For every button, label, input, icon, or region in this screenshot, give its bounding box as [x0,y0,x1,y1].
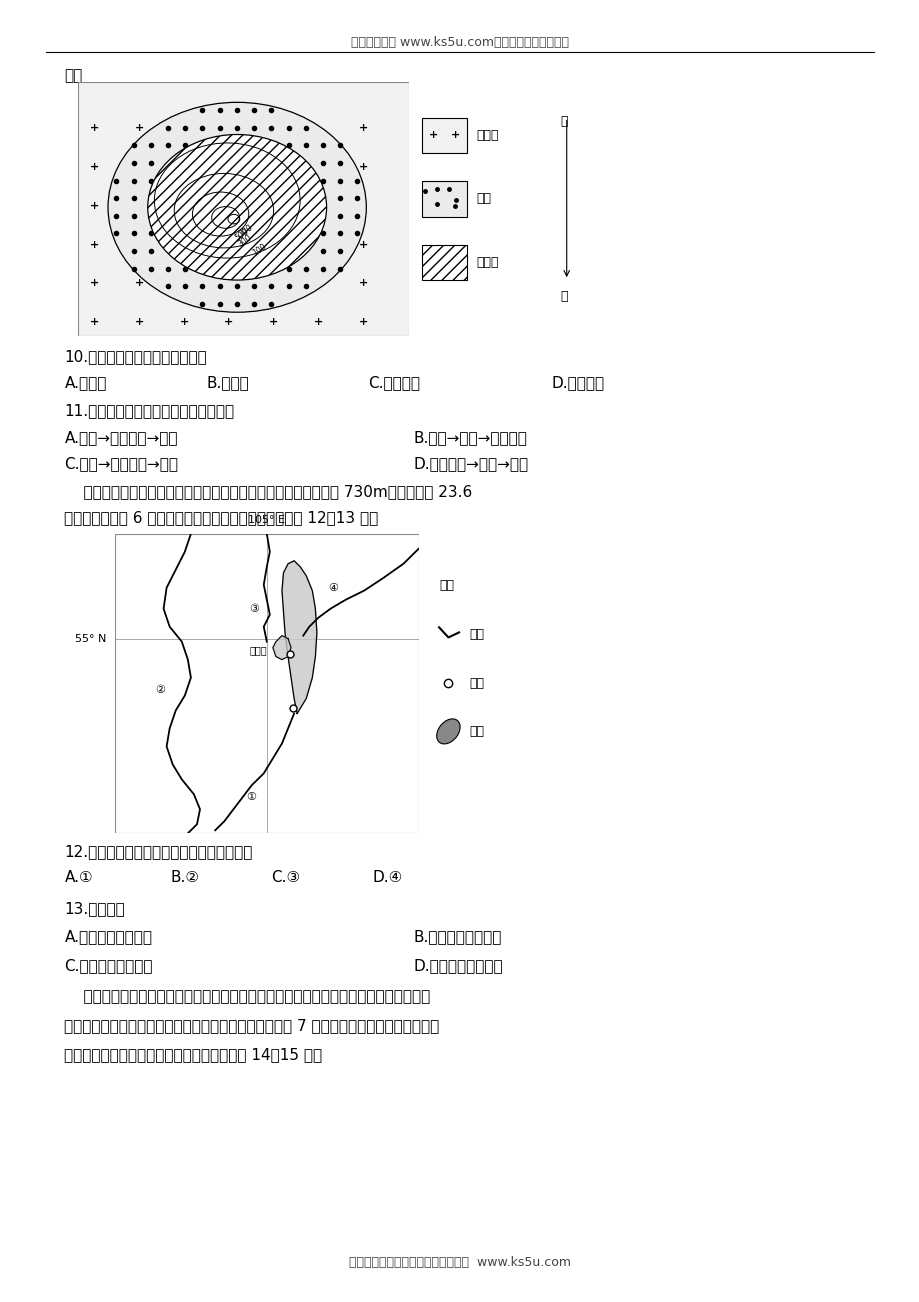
Text: C.沉积→岩浆侵入→侵蚀: C.沉积→岩浆侵入→侵蚀 [64,456,178,471]
Text: +: + [135,318,144,327]
Text: 石灰屹: 石灰屹 [476,255,498,268]
Text: 厄尔尼诺现象是指赤道附近太平洋中东部洋面温度异常升高，使得太平洋赤道大范围内: 厄尔尼诺现象是指赤道附近太平洋中东部洋面温度异常升高，使得太平洋赤道大范围内 [64,990,430,1005]
Text: +: + [313,318,323,327]
Text: C.向斜盆地: C.向斜盆地 [368,375,420,391]
Text: A.背斜山: A.背斜山 [64,375,107,391]
Text: +: + [358,318,368,327]
Text: 高考资源网（ www.ks5u.com），您身边的高考专家: 高考资源网（ www.ks5u.com），您身边的高考专家 [351,36,568,49]
Text: A.侵蚀→岩浆侵入→沉积: A.侵蚀→岩浆侵入→沉积 [64,430,177,445]
Text: D.背斜盆地: D.背斜盆地 [551,375,605,391]
Text: 10.图示中心区的地质地貌类型为: 10.图示中心区的地质地貌类型为 [64,349,207,365]
Text: 12.在四条河流中，由贝加尔湖补给的河流是: 12.在四条河流中，由贝加尔湖补给的河流是 [64,844,253,859]
Text: 老: 老 [560,290,567,303]
Ellipse shape [437,719,460,743]
Polygon shape [282,561,316,713]
Text: 105° E: 105° E [248,514,285,525]
Text: +: + [358,279,368,289]
Text: 砂屹: 砂屹 [476,193,491,206]
Bar [421,117,467,154]
Text: 三角洲: 三角洲 [249,646,267,656]
Text: +: + [90,122,99,133]
Text: 新: 新 [560,115,567,128]
Text: 湖泊: 湖泊 [470,725,484,738]
Text: +: + [428,130,437,141]
Text: 万亿立方米。图 6 为贝加尔湖及其水系示意图。据此完成 12～13 题。: 万亿立方米。图 6 为贝加尔湖及其水系示意图。据此完成 12～13 题。 [64,510,379,526]
Ellipse shape [148,134,326,280]
Text: A.水量丰富，盐度高: A.水量丰富，盐度高 [64,930,153,945]
Text: 图例: 图例 [438,579,454,592]
Text: D.岩浆侵入→侵蚀→沉积: D.岩浆侵入→侵蚀→沉积 [414,456,528,471]
Text: 55° N: 55° N [74,634,106,643]
Text: B.以地下水补给为主: B.以地下水补给为主 [414,930,502,945]
Text: A.①: A.① [64,870,93,885]
Text: C.未参与海陆间循环: C.未参与海陆间循环 [64,958,153,974]
Text: +: + [358,122,368,133]
Text: 700: 700 [237,223,254,238]
Text: 13.贝加尔湖: 13.贝加尔湖 [64,901,125,917]
Text: 海洋和大气相互作用失去平衡而产生的一种气候现象。图 7 为南太平洋赤道附近正常年份和: 海洋和大气相互作用失去平衡而产生的一种气候现象。图 7 为南太平洋赤道附近正常年… [64,1018,439,1034]
Text: ③: ③ [249,604,259,613]
Text: ②: ② [155,685,165,694]
Text: +: + [90,318,99,327]
Text: 城市: 城市 [470,677,484,690]
Text: +: + [450,130,460,141]
Text: +: + [90,201,99,211]
Bar [421,181,467,216]
Text: +: + [224,318,233,327]
Text: 题。: 题。 [64,68,83,83]
Text: 欢迎广大教师踊跃来稿，稿酬丰厚。  www.ks5u.com: 欢迎广大教师踊跃来稿，稿酬丰厚。 www.ks5u.com [348,1256,571,1269]
Text: 100: 100 [251,242,268,258]
Text: +: + [90,161,99,172]
Text: +: + [179,318,188,327]
Text: +: + [358,161,368,172]
Text: +: + [358,240,368,250]
Text: +: + [135,279,144,289]
Text: 300: 300 [236,233,253,249]
Text: ①: ① [246,793,256,802]
Text: B.沉积→侵蚀→岩浆喷发: B.沉积→侵蚀→岩浆喷发 [414,430,528,445]
Text: 500: 500 [233,227,250,242]
Text: 11.该地地形地貌形成过程的先后顺序为: 11.该地地形地貌形成过程的先后顺序为 [64,404,234,419]
Text: +: + [135,122,144,133]
Text: 花岗屹: 花岗屹 [476,129,498,142]
Bar [421,245,467,280]
Text: B.向斜山: B.向斜山 [207,375,249,391]
Text: +: + [90,279,99,289]
Text: +: + [268,318,278,327]
Text: B.②: B.② [170,870,199,885]
Ellipse shape [108,103,366,312]
Polygon shape [273,635,290,660]
Text: C.③: C.③ [271,870,301,885]
Text: D.纬度高，蔷发量小: D.纬度高，蔷发量小 [414,958,503,974]
Text: D.④: D.④ [372,870,403,885]
Text: +: + [90,240,99,250]
Text: 贝加尔湖位于信罗斯东部，是世界上最深的淡水湖，平均水深约 730m，总蓄水量 23.6: 贝加尔湖位于信罗斯东部，是世界上最深的淡水湖，平均水深约 730m，总蓄水量 2… [64,484,472,500]
Text: 河流: 河流 [470,629,484,642]
Text: 厄尔尼诺年的海水垂直运动示意图。据此完成 14～15 题。: 厄尔尼诺年的海水垂直运动示意图。据此完成 14～15 题。 [64,1047,323,1062]
Text: ④: ④ [328,583,338,592]
